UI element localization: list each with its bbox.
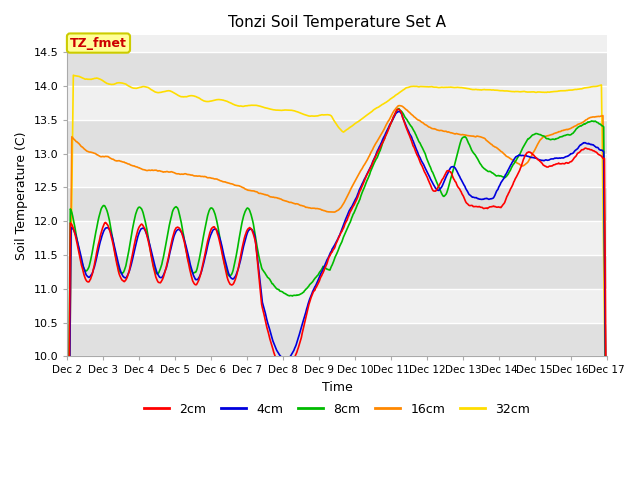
- X-axis label: Time: Time: [322, 381, 353, 394]
- Bar: [67, 221, 607, 255]
- Title: Tonzi Soil Temperature Set A: Tonzi Soil Temperature Set A: [228, 15, 446, 30]
- Bar: [67, 86, 607, 120]
- Bar: [67, 323, 607, 356]
- Text: TZ_fmet: TZ_fmet: [70, 36, 127, 49]
- Y-axis label: Soil Temperature (C): Soil Temperature (C): [15, 132, 28, 260]
- Bar: [67, 52, 607, 86]
- Bar: [67, 289, 607, 323]
- Bar: [67, 255, 607, 289]
- Legend: 2cm, 4cm, 8cm, 16cm, 32cm: 2cm, 4cm, 8cm, 16cm, 32cm: [139, 398, 535, 420]
- Bar: [67, 120, 607, 154]
- Bar: [67, 187, 607, 221]
- Bar: [67, 154, 607, 187]
